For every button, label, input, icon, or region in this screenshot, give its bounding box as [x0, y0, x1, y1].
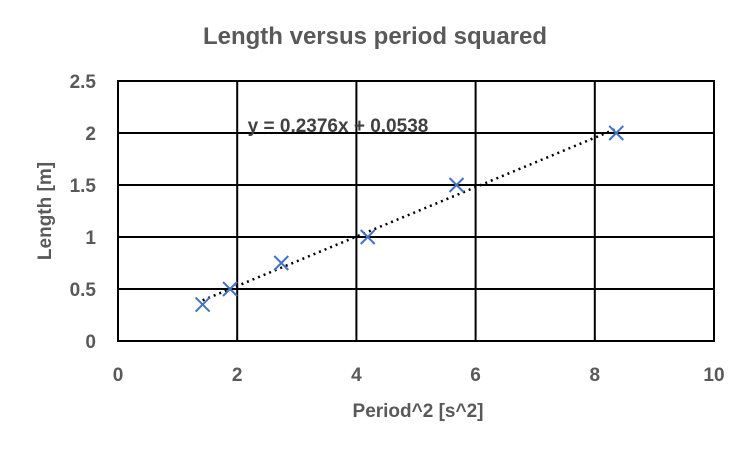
x-axis-ticks: 0 2 4 6 8 10 — [113, 365, 725, 386]
data-point — [194, 296, 211, 313]
data-points — [194, 125, 624, 313]
data-point — [608, 125, 624, 141]
y-tick-label: 0 — [85, 332, 96, 353]
y-tick-label: 1.5 — [70, 176, 97, 197]
data-point — [448, 177, 465, 193]
y-tick-label: 1 — [85, 228, 96, 249]
x-tick-label: 6 — [470, 365, 481, 386]
x-tick-label: 8 — [590, 365, 601, 386]
y-tick-label: 2 — [85, 124, 96, 145]
trendline-equation: y = 0.2376x + 0.0538 — [248, 116, 429, 137]
plot-area-frame — [117, 80, 715, 342]
chart-title: Length versus period squared — [203, 23, 547, 50]
y-tick-label: 0.5 — [70, 280, 97, 301]
data-point — [222, 281, 238, 297]
x-tick-label: 2 — [232, 365, 243, 386]
x-tick-label: 4 — [351, 365, 362, 386]
y-axis-ticks: 0 0.5 1 1.5 2 2.5 — [70, 72, 97, 353]
x-tick-label: 10 — [703, 365, 724, 386]
data-point — [273, 255, 290, 271]
y-tick-label: 2.5 — [70, 72, 97, 93]
trendline — [202, 127, 617, 302]
data-point — [360, 229, 376, 245]
x-axis-label: Period^2 [s^2] — [353, 401, 484, 422]
x-tick-label: 0 — [113, 365, 124, 386]
y-axis-label: Length [m] — [35, 162, 56, 260]
